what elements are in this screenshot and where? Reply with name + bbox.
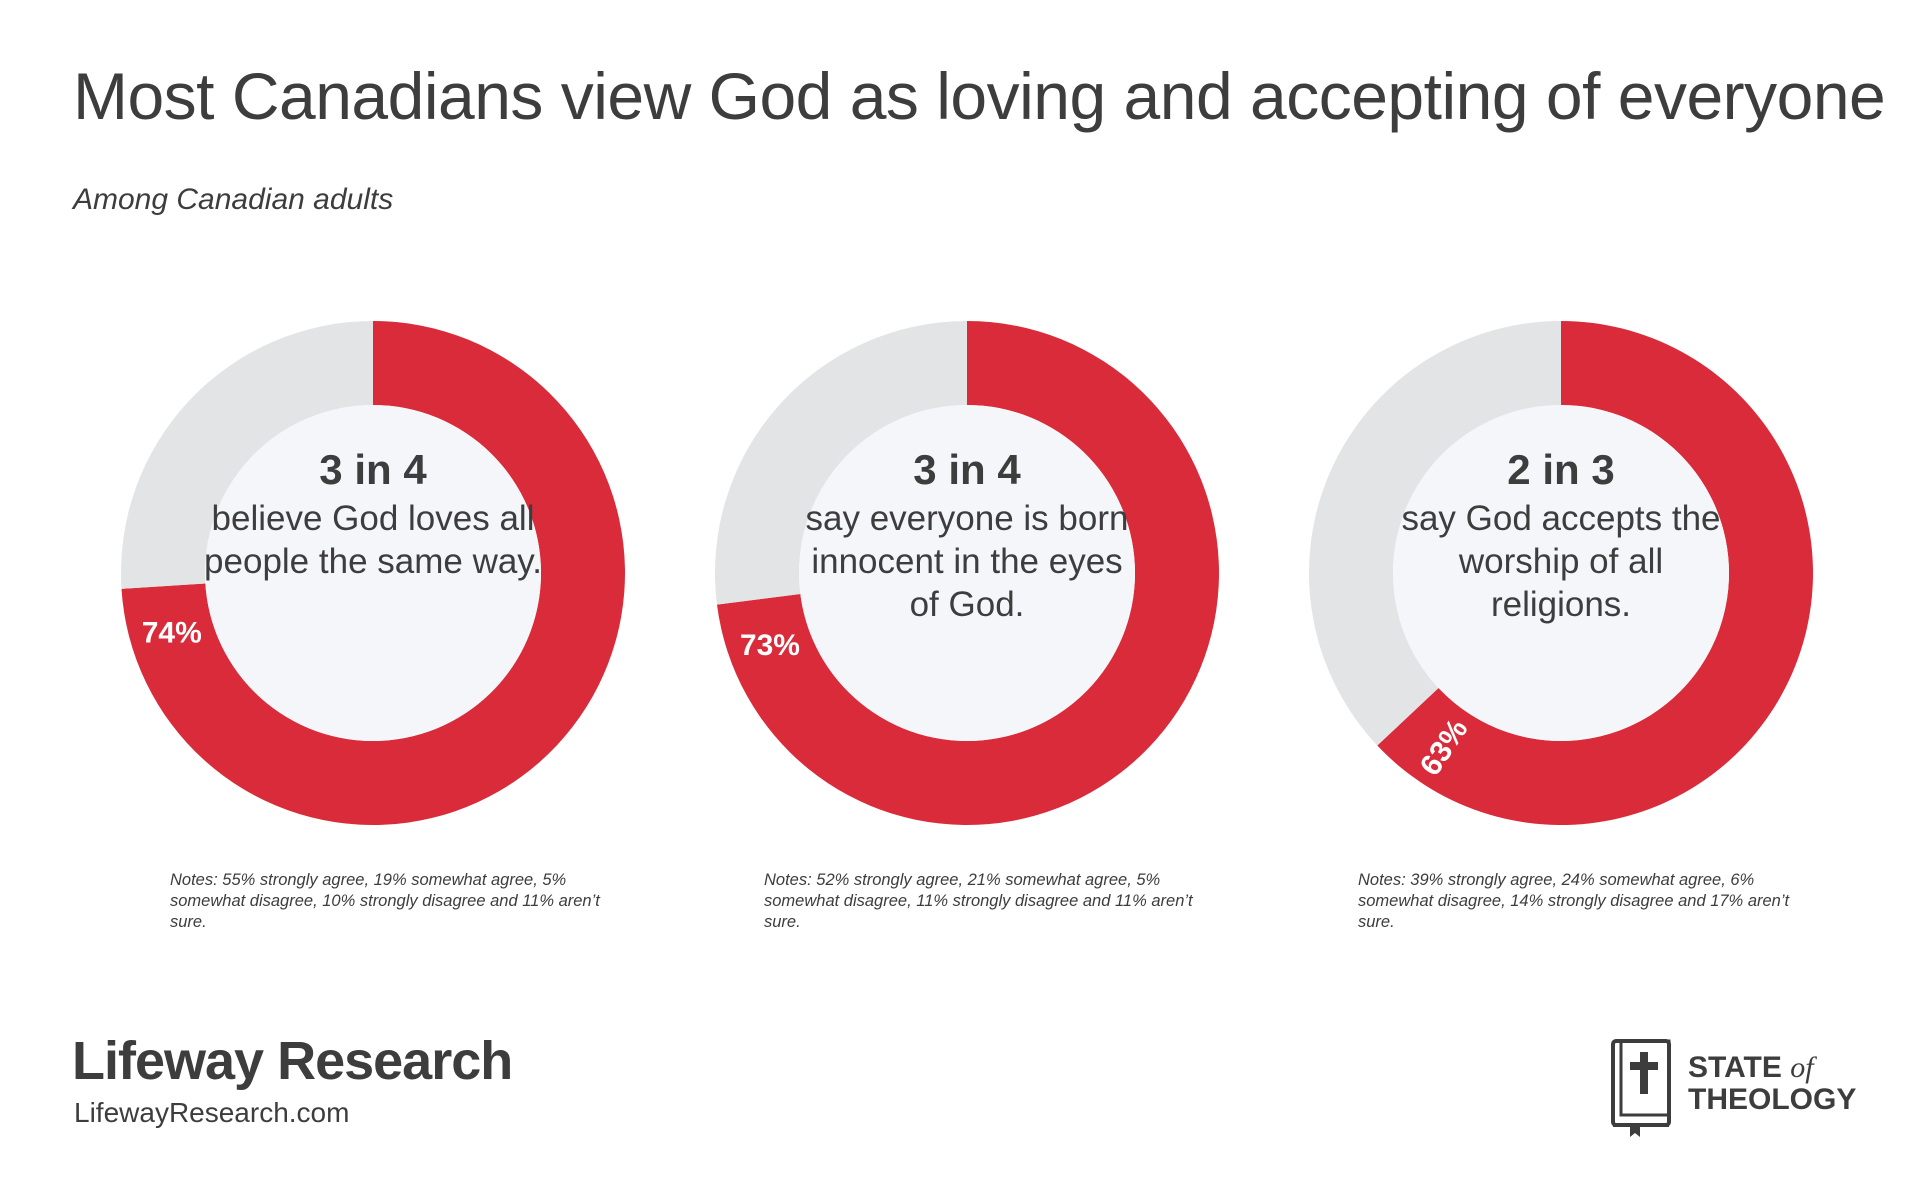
center-text-3: 2 in 3 say God accepts the worship of al…	[1391, 443, 1731, 626]
logo-theology: THEOLOGY	[1688, 1083, 1857, 1116]
donut-chart-3: 63%	[1309, 321, 1813, 825]
percent-label-2: 73%	[740, 629, 800, 662]
bible-cross-icon	[1611, 1039, 1671, 1137]
donut-slice-agree-2	[716, 321, 1219, 825]
statement-2: say everyone is born innocent in the eye…	[805, 499, 1129, 624]
donut-panel-3: 63% 2 in 3 say God accepts the worship o…	[1306, 318, 1816, 938]
notes-3: Notes: 39% strongly agree, 24% somewhat …	[1358, 871, 1790, 931]
page-subtitle: Among Canadian adults	[73, 183, 394, 216]
statement-1: believe God loves all people the same wa…	[204, 499, 542, 581]
headline-2: 3 in 4	[913, 446, 1021, 493]
center-text-1: 3 in 4 believe God loves all people the …	[203, 443, 543, 583]
statement-3: say God accepts the worship of all relig…	[1401, 499, 1721, 624]
state-of-theology-logo: STATE of THEOLOGY	[1610, 1038, 1860, 1138]
state-of-theology-wordmark: STATE of THEOLOGY	[1688, 1052, 1856, 1116]
center-text-2: 3 in 4 say everyone is born innocent in …	[797, 443, 1137, 626]
donut-slice-remainder-3	[1309, 321, 1561, 746]
donut-panel-1: 74% 3 in 4 believe God loves all people …	[118, 318, 628, 938]
donut-slice-remainder-1	[121, 321, 373, 589]
notes-1: Notes: 55% strongly agree, 19% somewhat …	[170, 871, 600, 931]
headline-3: 2 in 3	[1507, 446, 1615, 493]
donut-slice-agree-1	[121, 321, 626, 825]
logo-of: of	[1790, 1051, 1814, 1084]
percent-label-1: 74%	[142, 616, 202, 649]
donut-panel-2: 73% 3 in 4 say everyone is born innocent…	[712, 318, 1222, 938]
lifeway-research-logo: Lifeway Research	[72, 1031, 513, 1091]
donut-chart-2: 73%	[715, 321, 1219, 825]
donut-center-1	[205, 405, 541, 741]
donut-center-2	[799, 405, 1135, 741]
page-title: Most Canadians view God as loving and ac…	[73, 59, 1886, 133]
lifeway-research-url[interactable]: LifewayResearch.com	[74, 1097, 350, 1128]
notes-2: Notes: 52% strongly agree, 21% somewhat …	[764, 871, 1193, 931]
donut-slice-remainder-2	[715, 321, 967, 605]
donut-chart-1: 74%	[121, 321, 626, 825]
donut-slice-agree-3	[1377, 321, 1813, 825]
headline-1: 3 in 4	[319, 446, 427, 493]
logo-state: STATE	[1688, 1051, 1782, 1084]
donut-center-3	[1393, 405, 1729, 741]
